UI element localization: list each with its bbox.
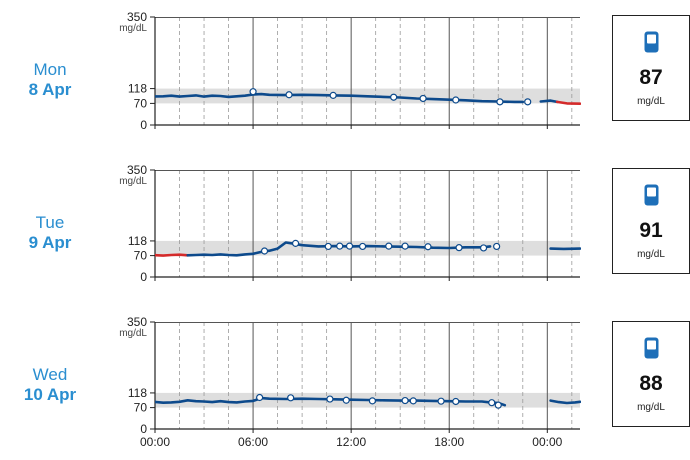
reading-marker (285, 91, 293, 99)
reading-marker (291, 239, 300, 247)
day-of-week: Mon (33, 60, 67, 79)
reading-marker (419, 94, 427, 103)
reading-unit: mg/dL (637, 249, 665, 260)
y-tick-label: 350 (127, 10, 147, 24)
y-tick-label: 118 (128, 82, 147, 96)
y-tick-label: 0 (140, 270, 147, 284)
y-tick-label: 0 (140, 422, 147, 436)
glucose-meter-icon (644, 337, 659, 359)
day-label-tue: Tue 9 Apr (0, 213, 100, 253)
series-lines (155, 396, 581, 407)
y-tick-label: 118 (128, 234, 147, 248)
glucose-meter-icon (644, 31, 659, 53)
day-date: 9 Apr (28, 233, 72, 252)
glucose-trace (539, 99, 559, 104)
glucose-meter-icon (644, 184, 659, 206)
reading-marker (324, 242, 332, 251)
reading-marker (326, 395, 334, 403)
reading-marker (424, 243, 432, 251)
y-tick-label: 70 (134, 96, 148, 110)
y-tick-label: 70 (134, 249, 148, 263)
reading-marker (437, 397, 445, 405)
reading-marker (342, 396, 350, 404)
day-of-week: Wed (32, 365, 68, 384)
x-tick-label: 06:00 (238, 435, 268, 449)
day-of-week: Tue (35, 213, 65, 232)
glucose-trace (155, 396, 507, 407)
reading-marker (401, 242, 409, 250)
y-tick-label: 70 (134, 401, 148, 415)
y-tick-label: 118 (128, 386, 147, 400)
reading-marker (390, 93, 398, 101)
reading-marker (287, 394, 295, 402)
reading-marker (452, 96, 460, 104)
day-date: 8 Apr (28, 80, 72, 99)
reading-marker (329, 91, 337, 99)
x-tick-label: 00:00 (140, 435, 170, 449)
day-label-wed: Wed 10 Apr (0, 365, 100, 405)
y-unit-label: mg/dL (119, 23, 147, 34)
reading-marker (493, 242, 501, 251)
day-label-mon: Mon 8 Apr (0, 60, 100, 100)
day-date: 10 Apr (23, 385, 77, 404)
reading-marker (249, 88, 257, 96)
reading-marker (479, 244, 488, 252)
x-tick-label: 00:00 (532, 435, 562, 449)
glucose-trace (549, 399, 581, 405)
reading-marker (496, 98, 504, 106)
y-unit-label: mg/dL (119, 328, 147, 339)
reading-marker (385, 242, 393, 250)
reading-marker (409, 397, 417, 405)
reading-marker (345, 242, 354, 250)
reading-marker (524, 98, 532, 106)
y-tick-label: 0 (140, 118, 147, 132)
reading-card-tue[interactable]: 91 mg/dL (612, 168, 690, 274)
reading-unit: mg/dL (637, 402, 665, 413)
glucose-trace (155, 253, 189, 257)
glucose-trace (555, 100, 581, 105)
reading-marker (336, 242, 344, 250)
reading-marker (455, 244, 463, 252)
reading-value: 88 (639, 372, 663, 395)
reading-marker (368, 397, 377, 405)
reading-value: 91 (639, 219, 663, 242)
reading-marker (401, 396, 409, 405)
reading-value: 87 (639, 66, 663, 89)
x-tick-label: 18:00 (434, 435, 464, 449)
reading-unit: mg/dL (637, 96, 665, 107)
reading-marker (452, 397, 460, 406)
reading-marker (494, 401, 502, 409)
reading-card-wed[interactable]: 88 mg/dL (612, 321, 690, 427)
x-tick-label: 12:00 (336, 435, 366, 449)
reading-marker (358, 242, 367, 251)
y-tick-label: 350 (127, 315, 147, 329)
reading-marker (488, 399, 496, 407)
y-unit-label: mg/dL (119, 176, 147, 187)
y-tick-label: 350 (127, 163, 147, 177)
reading-marker (260, 247, 269, 255)
reading-marker (256, 393, 264, 402)
reading-card-mon[interactable]: 87 mg/dL (612, 15, 690, 121)
